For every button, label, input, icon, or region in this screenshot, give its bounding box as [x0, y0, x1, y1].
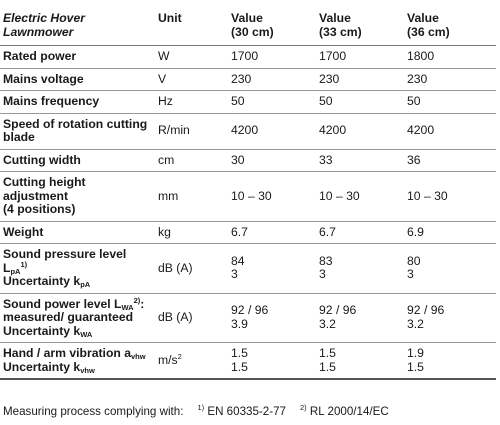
- value-cell: 230: [407, 71, 428, 86]
- footnote-text-2: RL 2000/14/EC: [309, 405, 389, 418]
- value-cell: 1700: [319, 49, 347, 63]
- unit-cell: mm: [158, 188, 179, 203]
- value-cell: 1700: [231, 49, 259, 63]
- table-row: Cutting width cm 30 33 36: [0, 149, 496, 172]
- param-label: Mains frequency: [3, 94, 100, 108]
- value-cell: 92 / 96 3.2: [407, 303, 445, 331]
- value-cell: 84 3: [231, 253, 245, 282]
- value-cell: 92 / 96 3.2: [319, 303, 357, 331]
- param-label: Rated power: [3, 49, 77, 63]
- value-cell: 1800: [407, 49, 435, 63]
- footnote-mark-1: 1): [197, 403, 205, 412]
- table-row: Cutting height adjustment (4 positions) m…: [0, 172, 496, 221]
- param-label: Mains voltage: [3, 71, 84, 86]
- value-cell: 30: [231, 152, 245, 167]
- footnote-mark-2: 2): [299, 403, 307, 412]
- table-row: Speed of rotation cutting blade R/min 42…: [0, 113, 496, 149]
- value-cell: 1.5 1.5: [319, 346, 336, 374]
- param-label: Sound power level LWA2): measured/ guaran…: [3, 295, 145, 339]
- table-row: Sound power level LWA2): measured/ guaran…: [0, 293, 496, 343]
- value-cell: 1.9 1.5: [407, 346, 424, 374]
- value-cell: 10 – 30: [407, 188, 448, 203]
- value-cell: 10 – 30: [231, 188, 272, 203]
- value-cell: 83 3: [319, 253, 333, 282]
- table-row: Mains frequency Hz 50 50 50: [0, 91, 496, 113]
- unit-header: Unit: [155, 6, 228, 46]
- unit-cell: dB (A): [158, 260, 193, 275]
- value-header-30: Value (30 cm): [228, 6, 316, 46]
- value-cell: 50: [231, 94, 245, 108]
- table-row: Sound pressure level LpA1) Uncertainty kp…: [0, 244, 496, 293]
- value-cell: 230: [319, 71, 340, 86]
- unit-cell: kg: [158, 224, 171, 239]
- value-cell: 4200: [319, 123, 347, 138]
- specification-table: Electric Hover Lawnmower Unit Value (30 c…: [0, 6, 496, 380]
- unit-cell: W: [158, 49, 170, 63]
- value-cell: 10 – 30: [319, 188, 360, 203]
- unit-cell: cm: [158, 152, 175, 167]
- param-label: Cutting height adjustment (4 positions): [3, 175, 86, 216]
- value-cell: 6.7: [319, 224, 336, 239]
- unit-cell: Hz: [158, 94, 173, 108]
- unit-cell: dB (A): [158, 310, 193, 324]
- value-cell: 4200: [407, 123, 435, 138]
- param-label: Hand / arm vibration avhw Uncertainty kvh…: [3, 346, 146, 375]
- value-cell: 4200: [231, 123, 259, 138]
- param-label: Weight: [3, 224, 44, 239]
- value-cell: 6.9: [407, 224, 424, 239]
- value-cell: 50: [319, 94, 333, 108]
- footnote-lead: Measuring process complying with:: [3, 405, 184, 418]
- table-row: Rated power W 1700 1700 1800: [0, 46, 496, 68]
- table-row: Mains voltage V 230 230 230: [0, 68, 496, 91]
- table-row: Weight kg 6.7 6.7 6.9: [0, 221, 496, 244]
- footnote-text-1: EN 60335-2-77: [207, 405, 286, 418]
- value-cell: 80 3: [407, 253, 421, 282]
- unit-cell: m/s2: [158, 351, 182, 367]
- value-header-33: Value (33 cm): [316, 6, 404, 46]
- param-label: Cutting width: [3, 152, 81, 167]
- value-header-36: Value (36 cm): [404, 6, 496, 46]
- value-cell: 92 / 96 3.9: [231, 303, 269, 331]
- value-cell: 6.7: [231, 224, 248, 239]
- footnote: Measuring process complying with: 1) EN 6…: [3, 403, 389, 419]
- table-row: Hand / arm vibration avhw Uncertainty kvh…: [0, 343, 496, 379]
- value-cell: 36: [407, 152, 421, 167]
- unit-cell: R/min: [158, 123, 190, 138]
- value-cell: 33: [319, 152, 333, 167]
- unit-cell: V: [158, 71, 167, 86]
- param-label: Sound pressure level LpA1) Uncertainty kp…: [3, 247, 127, 289]
- table-title: Electric Hover Lawnmower: [0, 6, 155, 46]
- value-cell: 230: [231, 71, 252, 86]
- header-row: Electric Hover Lawnmower Unit Value (30 c…: [0, 6, 496, 46]
- param-label: Speed of rotation cutting blade: [3, 116, 148, 144]
- value-cell: 1.5 1.5: [231, 346, 248, 374]
- value-cell: 50: [407, 94, 421, 108]
